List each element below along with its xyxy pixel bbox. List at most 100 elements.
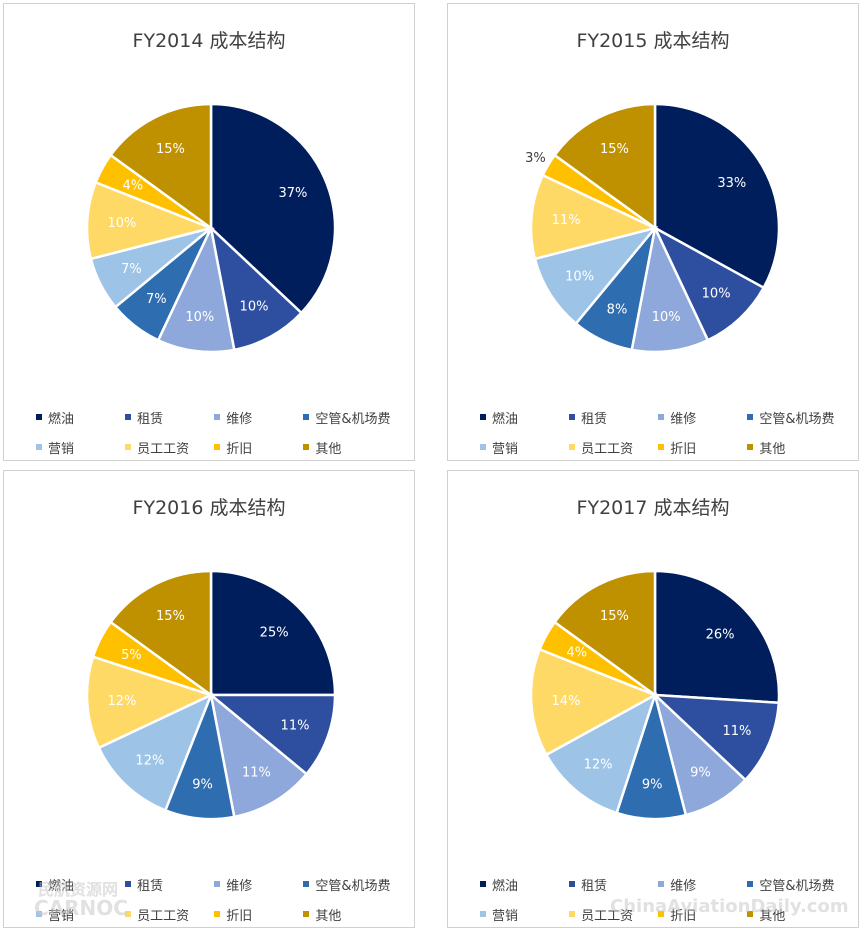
chart-panel-fy2016: 25% 11% 11% 9% 12% 12% 5% 15% FY2016 成本结构 燃油 租赁 维… [3, 470, 415, 928]
pie-slice-2 [207, 693, 337, 776]
chart-title: FY2014 成本结构 [132, 30, 286, 52]
legend-label: 维修 [226, 411, 253, 427]
data-label: 11% [552, 213, 581, 228]
legend-item: 折旧 [214, 905, 303, 924]
legend-item: 折旧 [658, 438, 747, 457]
legend-swatch [303, 881, 310, 887]
data-label: 11% [242, 765, 271, 780]
chart-legend: 燃油 租赁 维修 空管&机场费 营销 员工工资 折旧 其他 [36, 402, 406, 462]
legend-item: 燃油 [480, 875, 569, 894]
legend-item: 营销 [480, 905, 569, 924]
legend-swatch [214, 881, 221, 887]
legend-swatch [36, 881, 42, 887]
pie-chart-fy2016: 25% 11% 11% 9% 12% 12% 5% 15% [85, 569, 337, 821]
pie-slice-6 [85, 655, 215, 750]
data-label: 7% [146, 292, 167, 307]
legend-label: 空管&机场费 [315, 878, 391, 894]
legend-row: 营销 员工工资 折旧 其他 [36, 432, 406, 462]
legend-item: 租赁 [125, 408, 214, 427]
legend-swatch [747, 911, 754, 917]
legend-swatch [747, 414, 754, 420]
legend-item: 租赁 [569, 408, 658, 427]
legend-label: 营销 [48, 441, 75, 457]
pie-slice-3 [209, 691, 309, 819]
pie-slice-8 [108, 102, 213, 231]
data-label: 12% [107, 694, 136, 709]
legend-row: 燃油 租赁 维修 空管&机场费 [36, 402, 406, 432]
data-label: 11% [281, 719, 310, 734]
pie-slice-3 [156, 223, 236, 354]
legend-swatch [36, 911, 42, 917]
legend-swatch [747, 881, 754, 887]
legend-row: 营销 员工工资 折旧 其他 [480, 432, 850, 462]
pie-slice-8 [552, 569, 657, 698]
data-label: 9% [642, 778, 663, 793]
legend-item: 租赁 [125, 875, 214, 894]
legend-label: 员工工资 [137, 441, 190, 457]
data-label: 15% [156, 609, 185, 624]
data-label: 3% [525, 151, 546, 166]
pie-slice-6 [85, 180, 216, 261]
data-label: 33% [717, 176, 746, 191]
legend-label: 营销 [492, 441, 519, 457]
data-label: 11% [722, 724, 751, 739]
legend-swatch [569, 444, 576, 450]
legend-swatch [480, 414, 486, 420]
legend-label: 空管&机场费 [759, 411, 835, 427]
legend-swatch [303, 444, 310, 450]
chart-legend: 燃油 租赁 维修 空管&机场费 营销 员工工资 折旧 其他 [480, 402, 850, 462]
legend-item: 维修 [214, 408, 303, 427]
legend-label: 折旧 [670, 441, 697, 457]
pie-slice-2 [652, 225, 766, 342]
legend-item: 员工工资 [125, 905, 214, 924]
watermark-text: 民航资源网 [38, 880, 119, 899]
legend-item: 维修 [658, 408, 747, 427]
legend-swatch [480, 444, 486, 450]
pie-slice-1 [653, 569, 781, 705]
watermark-text: CARNOC [34, 896, 128, 920]
legend-label: 员工工资 [137, 908, 190, 924]
legend-label: 员工工资 [581, 908, 634, 924]
legend-label: 租赁 [581, 878, 608, 894]
legend-swatch [658, 444, 665, 450]
data-label: 4% [122, 178, 143, 193]
data-label: 15% [156, 142, 185, 157]
legend-item: 空管&机场费 [303, 408, 406, 427]
pie-slice-3 [630, 223, 710, 354]
legend-item: 折旧 [214, 438, 303, 457]
legend-label: 折旧 [226, 908, 253, 924]
legend-label: 燃油 [492, 411, 519, 427]
legend-label: 营销 [48, 908, 75, 924]
chart-panel-fy2017: 26% 11% 9% 9% 12% 14% 4% 15% FY2017 成本结构 燃油 租赁 维修… [447, 470, 859, 928]
data-label: 10% [240, 300, 269, 315]
data-label: 15% [600, 609, 629, 624]
data-label: 12% [584, 757, 613, 772]
legend-swatch [303, 911, 310, 917]
legend-swatch [569, 911, 576, 917]
legend-item: 燃油 [36, 408, 125, 427]
data-label: 10% [565, 269, 594, 284]
legend-swatch [658, 881, 665, 887]
pie-slice-1 [209, 102, 337, 315]
legend-label: 维修 [670, 878, 697, 894]
legend-swatch [36, 444, 42, 450]
legend-item: 维修 [214, 875, 303, 894]
data-label: 10% [652, 310, 681, 325]
legend-item: 空管&机场费 [747, 408, 850, 427]
data-label: 10% [185, 310, 214, 325]
pie-chart-fy2017: 26% 11% 9% 9% 12% 14% 4% 15% [529, 569, 781, 821]
legend-item: 员工工资 [125, 438, 214, 457]
legend-row: 营销 员工工资 折旧 其他 [36, 899, 406, 929]
legend-item: 空管&机场费 [747, 875, 850, 894]
data-label: 26% [706, 627, 735, 642]
legend-item: 其他 [747, 905, 850, 924]
legend-swatch [125, 881, 132, 887]
data-label: 8% [607, 302, 628, 317]
legend-swatch [480, 911, 486, 917]
legend-swatch [569, 881, 576, 887]
legend-label: 营销 [492, 908, 519, 924]
legend-item: 折旧 [658, 905, 747, 924]
legend-item: 员工工资 [569, 438, 658, 457]
legend-item: 燃油 [36, 875, 125, 894]
pie-slice-6 [529, 647, 658, 757]
